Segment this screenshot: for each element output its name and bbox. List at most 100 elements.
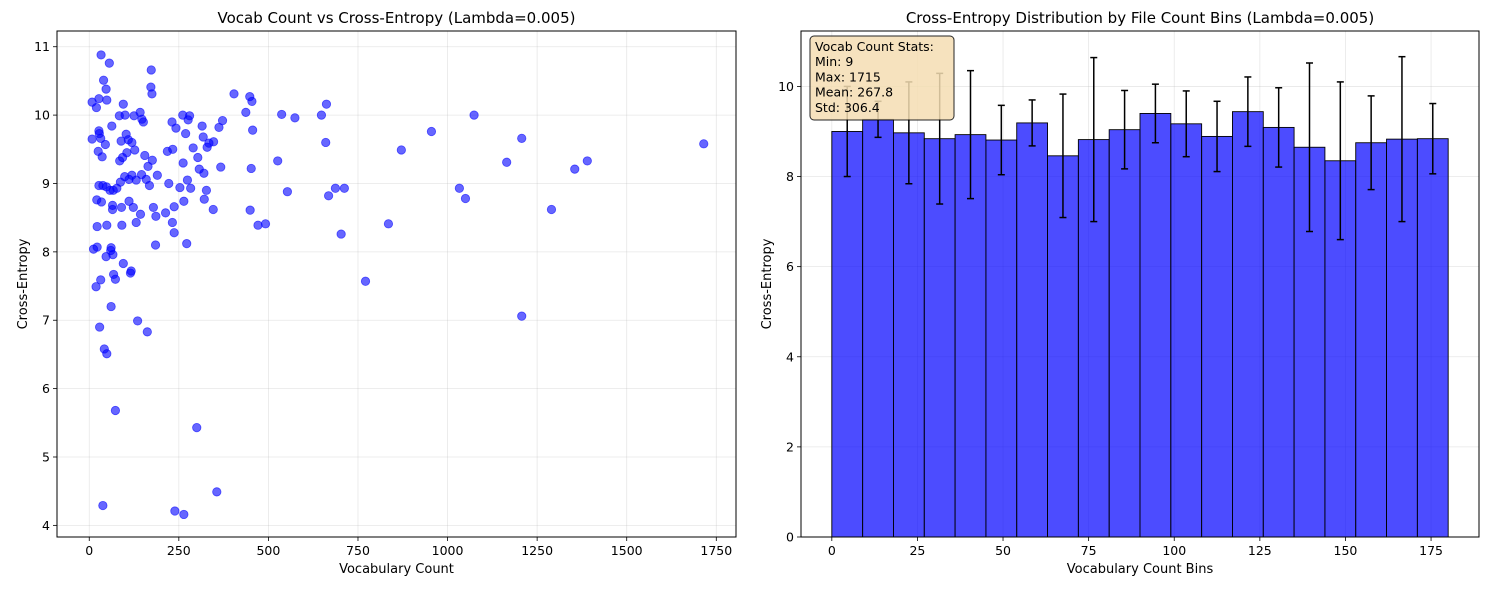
scatter-point bbox=[118, 99, 128, 109]
scatter-point bbox=[167, 217, 177, 228]
scatter-point bbox=[129, 111, 139, 121]
scatter-point bbox=[330, 183, 341, 193]
bin-bar bbox=[1047, 155, 1079, 538]
x-tick-label: 1250 bbox=[521, 543, 553, 558]
scatter-point bbox=[277, 109, 287, 120]
scatter-point bbox=[178, 158, 188, 168]
scatter-point bbox=[131, 175, 141, 185]
scatter-point bbox=[135, 209, 146, 219]
x-tick-label: 1500 bbox=[611, 543, 643, 558]
scatter-point bbox=[229, 89, 239, 99]
scatter-point bbox=[197, 121, 207, 131]
scatter-point bbox=[175, 182, 185, 193]
x-tick-label: 175 bbox=[1419, 543, 1443, 558]
bin-bar bbox=[1170, 123, 1203, 538]
scatter-point bbox=[131, 217, 141, 228]
x-tick-label: 250 bbox=[167, 543, 191, 558]
scatter-point bbox=[151, 211, 161, 221]
scatter-point bbox=[150, 240, 161, 250]
scatter-point bbox=[247, 96, 257, 107]
y-tick-label: 6 bbox=[786, 259, 794, 274]
scatter-point bbox=[260, 219, 271, 229]
scatter-point bbox=[321, 99, 332, 109]
y-tick-label: 2 bbox=[786, 439, 794, 454]
scatter-point bbox=[102, 220, 112, 230]
stats-box-line: Min: 9 bbox=[815, 54, 853, 69]
scatter-point bbox=[182, 175, 193, 185]
scatter-ticks: 0 250 500 750 1000 1250 1500 1750 4 5 6 7 8 9 10 11 bbox=[34, 39, 732, 558]
scatter-point bbox=[130, 145, 140, 155]
bin-bar bbox=[893, 132, 925, 538]
x-tick-label: 750 bbox=[346, 543, 370, 558]
scatter-point bbox=[96, 275, 106, 285]
scatter-point bbox=[699, 139, 709, 149]
stats-box-line: Std: 306.4 bbox=[815, 100, 880, 115]
scatter-point bbox=[517, 133, 527, 143]
x-tick-label: 125 bbox=[1248, 543, 1272, 558]
x-tick-label: 1750 bbox=[700, 543, 732, 558]
bar-x-axis-label: Vocabulary Count Bins bbox=[1067, 562, 1214, 577]
scatter-point bbox=[110, 274, 121, 284]
scatter-point bbox=[202, 142, 212, 152]
scatter-point bbox=[188, 143, 198, 153]
x-tick-label: 1000 bbox=[432, 543, 464, 558]
scatter-point bbox=[102, 95, 112, 105]
scatter-point bbox=[198, 132, 208, 142]
x-tick-label: 500 bbox=[256, 543, 280, 558]
bar-bars bbox=[831, 111, 1449, 538]
scatter-point bbox=[460, 193, 471, 204]
bin-bar bbox=[1139, 113, 1172, 538]
x-tick-label: 25 bbox=[909, 543, 925, 558]
scatter-point bbox=[133, 316, 143, 326]
scatter-point bbox=[212, 487, 222, 497]
x-tick-label: 150 bbox=[1334, 543, 1358, 558]
scatter-point bbox=[142, 327, 152, 337]
scatter-point bbox=[92, 221, 102, 232]
scatter-point bbox=[192, 422, 202, 433]
scatter-point bbox=[253, 220, 263, 230]
scatter-title: Vocab Count vs Cross-Entropy (Lambda=0.0… bbox=[218, 9, 576, 27]
y-tick-label: 4 bbox=[42, 518, 50, 533]
scatter-point bbox=[181, 128, 191, 139]
scatter-point bbox=[140, 150, 150, 161]
scatter-axes-frame bbox=[56, 30, 737, 538]
scatter-point bbox=[282, 187, 292, 197]
bar-title: Cross-Entropy Distribution by File Count… bbox=[906, 9, 1374, 27]
stats-box: Vocab Count Stats: Min: 9 Max: 1715 Mean… bbox=[809, 35, 955, 121]
bin-bar bbox=[1108, 129, 1141, 538]
scatter-point bbox=[146, 65, 156, 75]
scatter-point bbox=[96, 197, 107, 207]
x-tick-label: 75 bbox=[1081, 543, 1097, 558]
scatter-point bbox=[186, 183, 196, 193]
y-tick-label: 10 bbox=[34, 108, 50, 123]
y-tick-label: 9 bbox=[42, 176, 50, 191]
scatter-point bbox=[122, 148, 132, 158]
bin-bar bbox=[954, 134, 987, 538]
scatter-point bbox=[290, 113, 300, 123]
scatter-point bbox=[201, 185, 212, 195]
scatter-point bbox=[108, 249, 118, 260]
scatter-x-axis-label: Vocabulary Count bbox=[339, 562, 454, 577]
y-tick-label: 4 bbox=[786, 349, 794, 364]
scatter-point bbox=[323, 191, 334, 201]
scatter-point bbox=[245, 205, 255, 215]
bar-chart: 0 25 50 75 100 125 150 175 0 2 4 6 8 10 Vocab Count S… bbox=[760, 9, 1480, 577]
x-tick-label: 50 bbox=[995, 543, 1011, 558]
y-tick-label: 6 bbox=[42, 381, 50, 396]
scatter-point bbox=[199, 194, 209, 204]
scatter-point bbox=[208, 204, 218, 215]
scatter-point bbox=[147, 89, 157, 99]
scatter-y-axis-label: Cross-Entropy bbox=[16, 238, 31, 329]
scatter-point bbox=[97, 152, 107, 162]
scatter-point bbox=[126, 266, 136, 276]
scatter-point bbox=[502, 157, 512, 167]
y-tick-label: 0 bbox=[786, 530, 794, 545]
scatter-point bbox=[171, 123, 181, 133]
scatter-point bbox=[383, 219, 394, 229]
scatter-point bbox=[454, 183, 464, 193]
y-tick-label: 11 bbox=[34, 39, 50, 54]
scatter-point bbox=[273, 156, 283, 166]
scatter-chart: 0 250 500 750 1000 1250 1500 1750 4 5 6 7 8 9 10 11 Voc… bbox=[16, 9, 737, 577]
scatter-point bbox=[107, 204, 118, 215]
y-tick-label: 8 bbox=[42, 244, 50, 259]
